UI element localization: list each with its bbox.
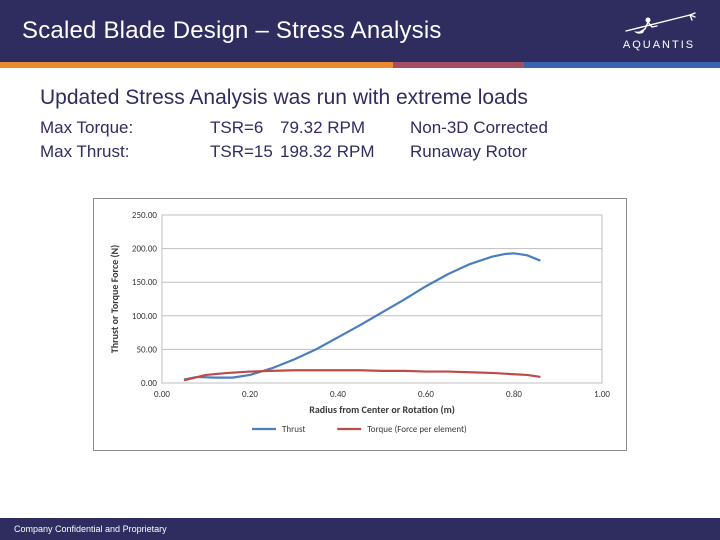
svg-text:Radius from Center or Rotation: Radius from Center or Rotation (m) <box>309 403 455 416</box>
spec-rpm: 198.32 RPM <box>280 142 410 162</box>
footer-bar: Company Confidential and Proprietary <box>0 518 720 540</box>
line-chart: 0.00 50.00 100.00 150.00 200.00 250.00 0.00 0.2… <box>100 209 612 439</box>
title-bar: Scaled Blade Design – Stress Analysis AQ… <box>0 0 720 62</box>
svg-text:0.00: 0.00 <box>154 389 170 400</box>
svg-text:Thrust: Thrust <box>282 424 305 435</box>
spec-row: Max Thrust:TSR=15198.32 RPMRunaway Rotor <box>40 142 680 162</box>
brand-logo: AQUANTIS <box>620 11 698 51</box>
svg-text:150.00: 150.00 <box>132 277 158 288</box>
trident-rider-icon <box>620 11 698 39</box>
svg-text:50.00: 50.00 <box>136 344 157 355</box>
svg-text:0.40: 0.40 <box>330 389 346 400</box>
spec-label: Max Thrust: <box>40 142 210 162</box>
spec-note: Runaway Rotor <box>410 142 527 162</box>
spec-note: Non-3D Corrected <box>410 118 548 138</box>
spec-row: Max Torque:TSR=679.32 RPMNon-3D Correcte… <box>40 118 680 138</box>
svg-text:200.00: 200.00 <box>132 244 158 255</box>
content-area: Updated Stress Analysis was run with ext… <box>0 68 720 518</box>
chart-frame: 0.00 50.00 100.00 150.00 200.00 250.00 0.00 0.2… <box>93 198 627 451</box>
svg-text:0.00: 0.00 <box>141 378 157 389</box>
svg-text:100.00: 100.00 <box>132 311 158 322</box>
svg-text:0.60: 0.60 <box>418 389 434 400</box>
spec-label: Max Torque: <box>40 118 210 138</box>
brand-name: AQUANTIS <box>623 39 695 51</box>
svg-text:Torque (Force per element): Torque (Force per element) <box>367 424 467 435</box>
svg-text:1.00: 1.00 <box>594 389 610 400</box>
footer-text: Company Confidential and Proprietary <box>14 524 167 534</box>
chart-container: 0.00 50.00 100.00 150.00 200.00 250.00 0.00 0.2… <box>40 198 680 451</box>
subtitle: Updated Stress Analysis was run with ext… <box>40 86 680 110</box>
svg-text:250.00: 250.00 <box>132 210 158 221</box>
spec-tsr: TSR=15 <box>210 142 280 162</box>
spec-rpm: 79.32 RPM <box>280 118 410 138</box>
slide-title: Scaled Blade Design – Stress Analysis <box>22 17 442 45</box>
spec-tsr: TSR=6 <box>210 118 280 138</box>
svg-text:Thrust or Torque Force (N): Thrust or Torque Force (N) <box>108 245 121 354</box>
svg-text:0.80: 0.80 <box>506 389 522 400</box>
svg-text:0.20: 0.20 <box>242 389 258 400</box>
